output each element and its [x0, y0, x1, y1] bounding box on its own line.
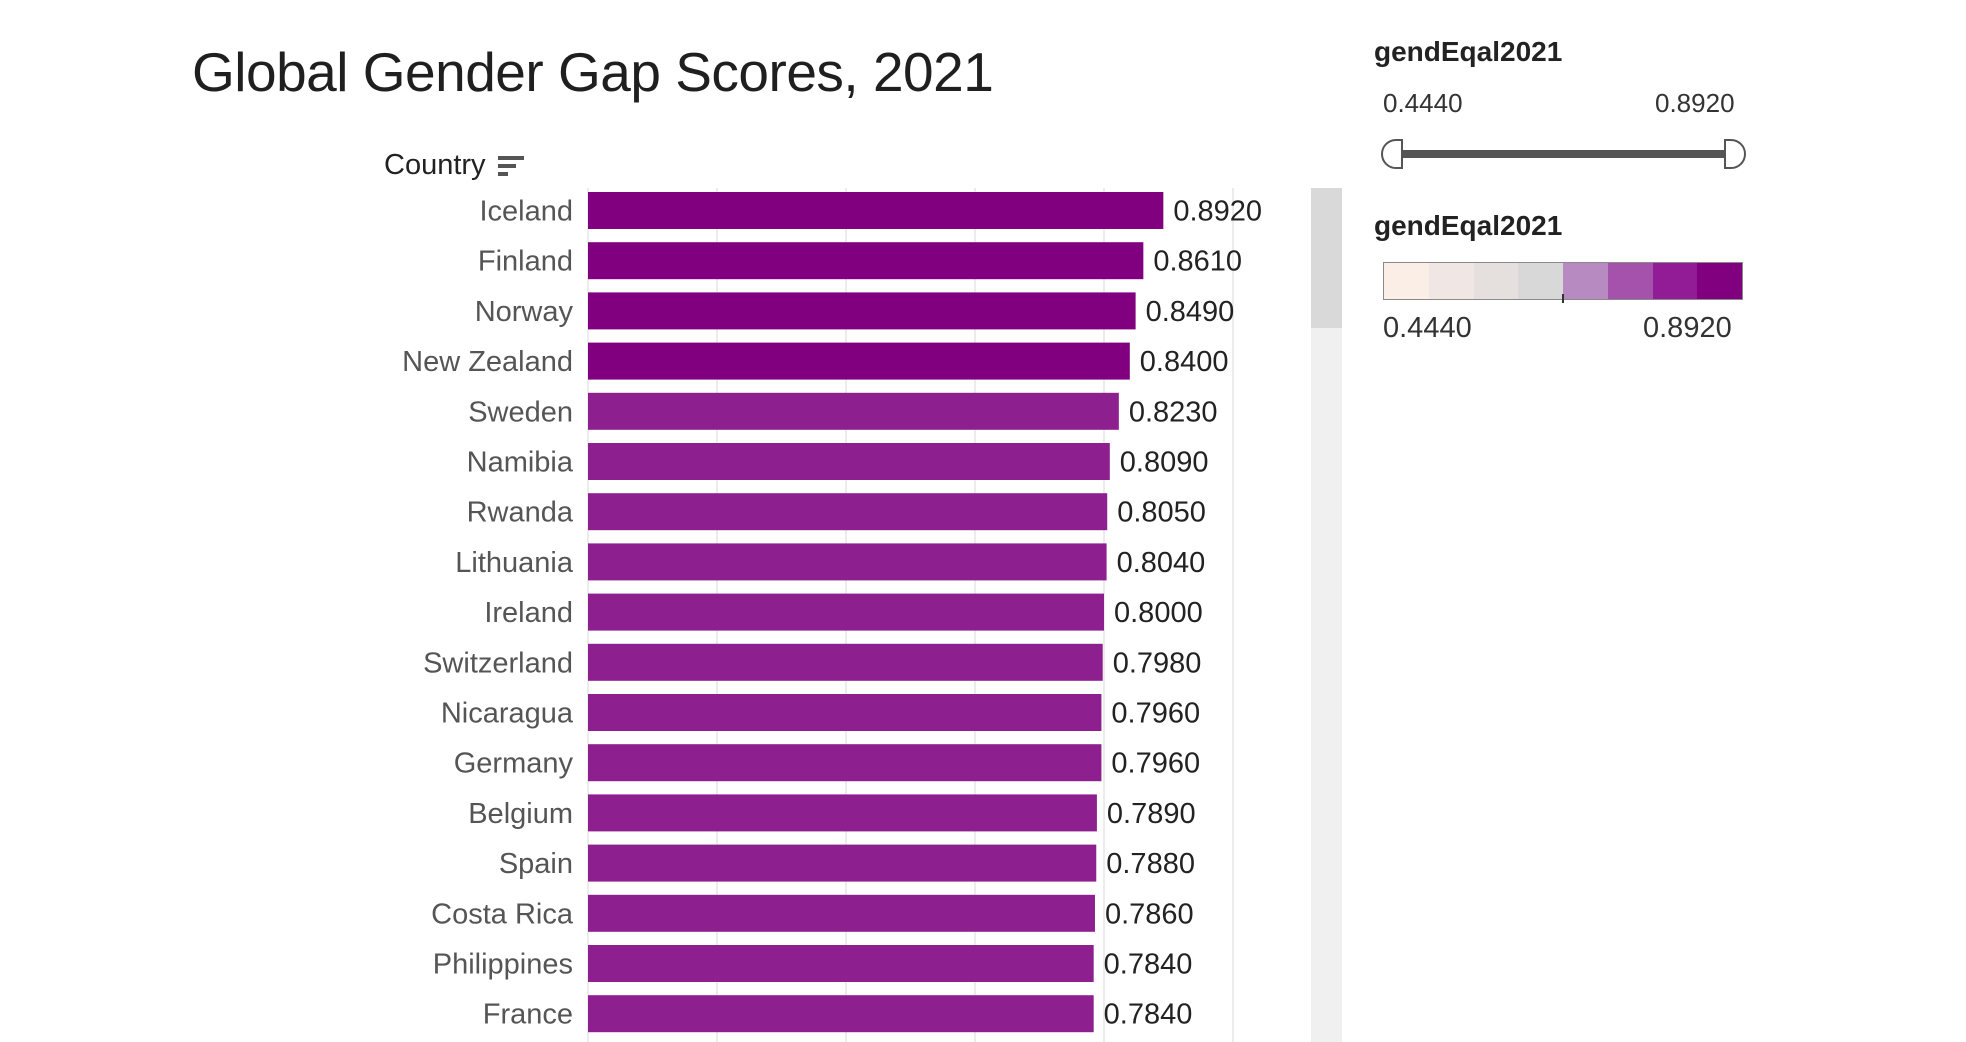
column-header-country[interactable]: Country [384, 149, 526, 182]
color-swatch [1518, 263, 1563, 299]
value-label: 0.7890 [1107, 798, 1196, 830]
bars [588, 192, 1164, 1033]
value-label: 0.8920 [1173, 196, 1262, 228]
bar-lithuania[interactable] [588, 543, 1107, 581]
bar-norway[interactable] [588, 292, 1136, 330]
value-label: 0.8000 [1114, 597, 1203, 629]
color-swatch [1428, 263, 1474, 299]
value-labels: 0.8920 0.8610 0.8490 0.8400 0.8230 0.8090 0.80… [1104, 196, 1262, 1031]
bar-sweden[interactable] [588, 392, 1119, 430]
bar-namibia[interactable] [588, 443, 1110, 480]
bar-rwanda[interactable] [588, 493, 1108, 531]
category-label: France [483, 999, 573, 1031]
range-slider-max-handle[interactable] [1724, 139, 1746, 169]
sort-descending-icon[interactable] [496, 153, 526, 179]
color-swatch [1652, 263, 1698, 299]
category-label: Nicaragua [441, 698, 574, 730]
color-swatch [1384, 263, 1429, 299]
bar-belgium[interactable] [588, 794, 1097, 832]
value-label: 0.7960 [1111, 748, 1200, 780]
bar-germany[interactable] [588, 744, 1102, 782]
scrollbar-track[interactable] [1311, 188, 1342, 1042]
bar-costa-rica[interactable] [588, 894, 1095, 932]
color-swatch [1473, 263, 1519, 299]
value-label: 0.7840 [1104, 999, 1193, 1031]
value-label: 0.8400 [1140, 346, 1229, 378]
value-label: 0.8050 [1117, 497, 1206, 529]
category-labels: Iceland Finland Norway New Zealand Sweden Nam… [402, 196, 574, 1031]
value-label: 0.7960 [1111, 698, 1200, 730]
bar-spain[interactable] [588, 844, 1097, 882]
category-label: Ireland [484, 597, 573, 629]
bar-nicaragua[interactable] [588, 694, 1102, 731]
bar-switzerland[interactable] [588, 643, 1103, 681]
bar-ireland[interactable] [588, 593, 1104, 631]
bar-iceland[interactable] [588, 192, 1164, 229]
filter-max-value: 0.8920 [1655, 88, 1735, 118]
color-legend-ramp [1383, 262, 1743, 300]
range-slider-track[interactable] [1400, 150, 1726, 158]
bar-france[interactable] [588, 995, 1094, 1033]
category-label: Rwanda [467, 497, 574, 529]
value-label: 0.8230 [1129, 396, 1218, 428]
value-label: 0.8610 [1153, 246, 1242, 278]
value-label: 0.8040 [1117, 547, 1206, 579]
color-swatch [1607, 263, 1653, 299]
range-slider-min-handle[interactable] [1381, 139, 1403, 169]
category-label: Lithuania [455, 547, 574, 579]
category-label: Finland [478, 246, 573, 278]
color-legend-min: 0.4440 [1383, 312, 1472, 344]
category-label: Norway [475, 296, 574, 328]
value-label: 0.7980 [1113, 647, 1202, 679]
category-label: Germany [454, 748, 574, 780]
bar-philippines[interactable] [588, 945, 1094, 982]
bar-new-zealand[interactable] [588, 342, 1130, 380]
category-label: Sweden [468, 396, 573, 428]
value-label: 0.7880 [1106, 848, 1195, 880]
category-label: New Zealand [402, 346, 573, 378]
value-label: 0.8490 [1146, 296, 1235, 328]
filter-min-value: 0.4440 [1383, 88, 1463, 118]
category-label: Belgium [468, 798, 573, 830]
value-label: 0.8090 [1120, 447, 1209, 479]
value-label: 0.7860 [1105, 898, 1194, 930]
color-legend-title: gendEqal2021 [1374, 210, 1563, 241]
category-label: Namibia [467, 447, 574, 479]
column-header-label: Country [384, 149, 486, 181]
category-label: Switzerland [423, 647, 573, 679]
scrollbar-thumb[interactable] [1311, 188, 1342, 328]
category-label: Iceland [479, 196, 573, 228]
color-swatch [1563, 263, 1608, 299]
chart-title: Global Gender Gap Scores, 2021 [192, 41, 994, 103]
value-label: 0.7840 [1104, 949, 1193, 981]
category-label: Philippines [433, 949, 573, 981]
color-legend-max: 0.8920 [1643, 312, 1732, 344]
color-legend-marker [1562, 294, 1564, 303]
color-swatch [1697, 263, 1742, 299]
category-label: Spain [499, 848, 573, 880]
category-label: Costa Rica [431, 898, 574, 930]
bar-finland[interactable] [588, 242, 1144, 280]
filter-title: gendEqal2021 [1374, 36, 1563, 67]
